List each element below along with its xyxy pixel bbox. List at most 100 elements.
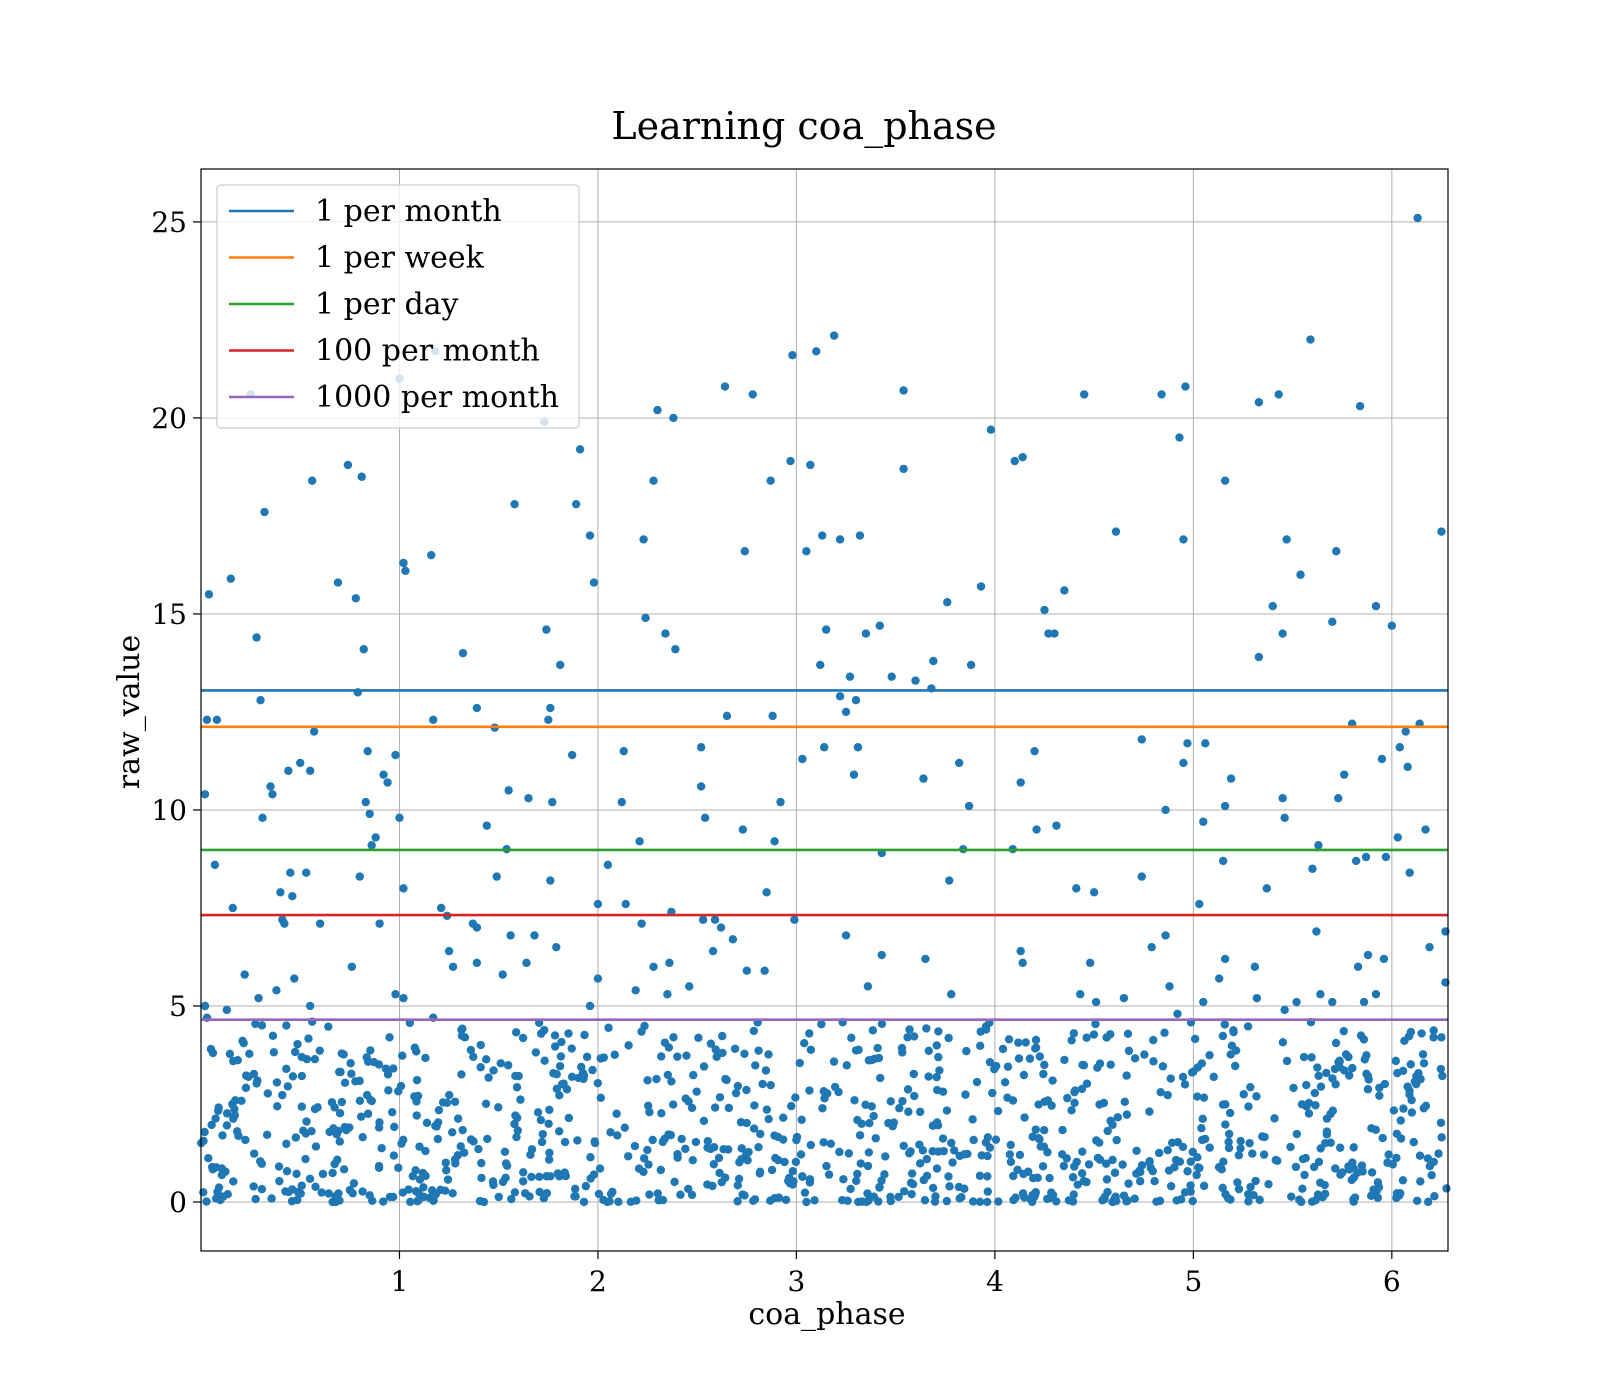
data-point [673,1153,682,1162]
data-point [552,1070,561,1079]
data-point [427,550,436,560]
data-point [1093,1153,1103,1163]
data-point [1179,758,1188,768]
data-point [711,1045,720,1054]
data-point [845,672,855,681]
data-point [390,1122,399,1132]
data-point [817,1019,826,1029]
data-point [536,1029,546,1038]
data-point [421,1053,430,1063]
data-point [525,1192,534,1201]
data-point [1160,1028,1169,1037]
data-point [643,1101,653,1111]
data-point [293,1039,302,1049]
data-point [1161,805,1170,815]
data-point [512,1083,522,1092]
data-point [1112,1135,1121,1145]
data-point [450,1097,460,1106]
data-point [788,351,797,360]
data-point [1050,629,1059,638]
data-point [324,1189,333,1198]
data-point [911,676,920,685]
data-point [835,692,845,701]
data-point [1311,1196,1320,1205]
data-point [355,1096,365,1105]
data-point [552,1084,562,1094]
data-point [222,1109,232,1118]
data-point [1392,1153,1401,1163]
data-point [537,1137,547,1147]
data-point [1070,1098,1079,1107]
data-point [1067,1036,1076,1045]
data-point [355,1076,364,1086]
data-point [1437,1133,1446,1142]
data-point [1186,1187,1195,1196]
data-point [481,1099,491,1108]
data-point [443,1175,453,1184]
data-point [897,1043,907,1053]
data-point [886,1097,895,1106]
data-point [716,923,726,932]
data-point [369,1057,379,1067]
scatter-points [197,213,1451,1207]
data-point [1349,1143,1358,1152]
data-point [919,774,928,783]
data-point [339,1165,349,1174]
data-point [1123,1196,1132,1205]
y-axis-ticks: 0 5 10 15 20 25 [151,206,201,1219]
data-point [1197,1124,1206,1133]
data-point [728,935,738,944]
data-point [260,507,269,517]
data-point [1307,1053,1316,1062]
data-point [433,1134,443,1144]
data-point [1373,1193,1383,1202]
data-point [345,1185,355,1195]
data-point [595,1164,605,1173]
data-point [969,1135,978,1145]
data-point [928,1147,937,1156]
data-point [760,966,769,975]
data-point [421,1146,430,1156]
data-point [1199,817,1208,826]
data-point [560,1137,570,1147]
data-point [1178,1072,1188,1082]
data-point [1244,1102,1253,1111]
data-point [983,1197,992,1207]
data-point [555,1061,565,1071]
data-point [256,695,265,705]
data-point [681,1094,690,1103]
data-point [635,837,644,846]
data-point [1186,1181,1195,1190]
data-point [349,1179,359,1188]
data-point [835,1147,844,1157]
data-point [863,1161,873,1171]
data-point [961,1090,970,1099]
data-point [1252,1092,1261,1101]
data-point [550,1031,560,1040]
data-point [281,1187,290,1196]
data-point [328,1197,337,1207]
data-point [514,1071,523,1081]
data-point [458,648,468,658]
data-point [311,1182,320,1192]
data-point [1135,1177,1145,1186]
data-point [356,1112,366,1121]
data-point [1188,1196,1197,1206]
data-point [418,1168,428,1178]
data-point [1400,1036,1409,1046]
data-point [1167,1138,1177,1148]
data-point [383,778,392,787]
data-point [383,1070,393,1079]
data-point [1025,1054,1035,1063]
data-point [742,966,751,975]
data-point [612,1109,621,1118]
data-point [639,1154,649,1163]
y-tick-label: 5 [169,990,187,1023]
data-point [510,1119,519,1129]
data-point [880,1170,889,1179]
data-point [399,1135,408,1145]
data-point [1130,1194,1139,1203]
data-point [339,1050,348,1059]
data-point [1278,794,1287,803]
data-point [908,1179,918,1189]
